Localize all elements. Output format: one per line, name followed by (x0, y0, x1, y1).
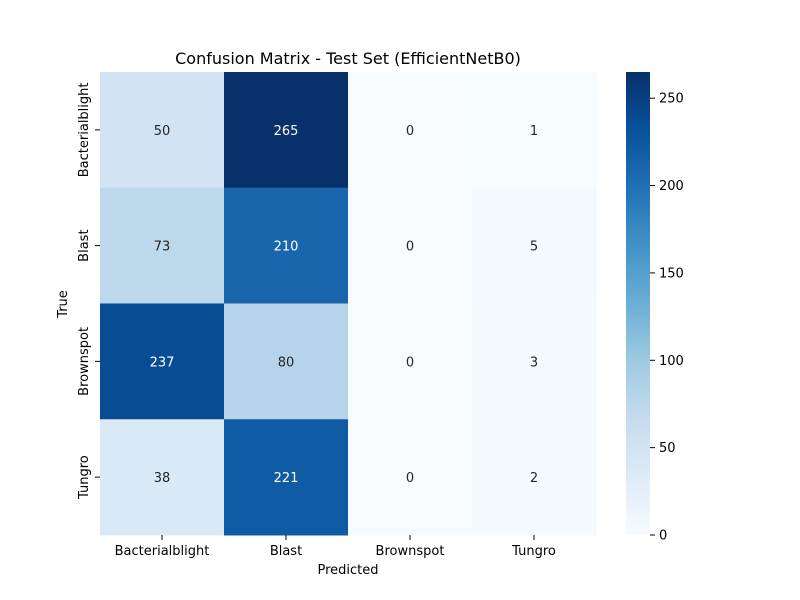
colorbar (626, 72, 650, 535)
heatmap-cell (472, 419, 597, 536)
colorbar-tick-label: 100 (659, 354, 684, 369)
x-tick-label: Brownspot (376, 544, 445, 559)
heatmap-cell (472, 187, 597, 304)
heatmap-cell (348, 187, 473, 304)
cell-value-label: 3 (530, 355, 538, 370)
x-axis-label: Predicted (317, 563, 378, 578)
y-tick-label: Bacterialblight (77, 83, 92, 178)
y-tick-label: Brownspot (77, 327, 92, 396)
cell-value-label: 210 (274, 240, 299, 255)
colorbar-tick-label: 0 (659, 529, 667, 544)
cell-value-label: 80 (278, 355, 295, 370)
cell-value-label: 1 (530, 124, 538, 139)
colorbar-tick-label: 50 (659, 441, 676, 456)
heatmap-cell (224, 72, 349, 189)
heatmap-cell (100, 303, 225, 420)
heatmap-cell (224, 419, 349, 536)
y-axis: Bacterialblight Blast Brownspot Tungro (77, 83, 100, 500)
x-tick-label: Blast (270, 544, 302, 559)
heatmap-cells (100, 72, 597, 536)
heatmap-cell (348, 303, 473, 420)
heatmap-cell (472, 72, 597, 189)
heatmap-cell (100, 72, 225, 189)
heatmap-cell (224, 303, 349, 420)
colorbar-tick-label: 200 (659, 179, 684, 194)
heatmap-cell (224, 187, 349, 304)
chart-title: Confusion Matrix - Test Set (EfficientNe… (175, 49, 521, 68)
x-tick-label: Bacterialblight (115, 544, 210, 559)
cell-value-label: 0 (406, 124, 414, 139)
heatmap-cell (100, 419, 225, 536)
cell-value-label: 221 (274, 471, 299, 486)
y-tick-label: Tungro (77, 455, 92, 500)
heatmap-cell (348, 419, 473, 536)
cell-labels: 50 265 0 1 73 210 0 5 237 80 0 3 38 221 0 2 (150, 124, 539, 486)
cell-value-label: 2 (530, 471, 538, 486)
heatmap-cell (348, 72, 473, 189)
x-axis: Bacterialblight Blast Brownspot Tungro (115, 535, 556, 559)
heatmap-cell (100, 187, 225, 304)
colorbar-ticks: 0 50 100 150 200 250 (650, 92, 684, 544)
cell-value-label: 73 (154, 240, 171, 255)
colorbar-tick-label: 250 (659, 92, 684, 107)
cell-value-label: 38 (154, 471, 171, 486)
cell-value-label: 5 (530, 240, 538, 255)
cell-value-label: 265 (274, 124, 299, 139)
x-tick-label: Tungro (511, 544, 556, 559)
y-tick-label: Blast (77, 229, 92, 261)
colorbar-tick-label: 150 (659, 266, 684, 281)
heatmap-cell (472, 303, 597, 420)
cell-value-label: 237 (150, 355, 175, 370)
cell-value-label: 0 (406, 240, 414, 255)
cell-value-label: 0 (406, 471, 414, 486)
cell-value-label: 0 (406, 355, 414, 370)
y-axis-label: True (56, 290, 71, 319)
cell-value-label: 50 (154, 124, 171, 139)
